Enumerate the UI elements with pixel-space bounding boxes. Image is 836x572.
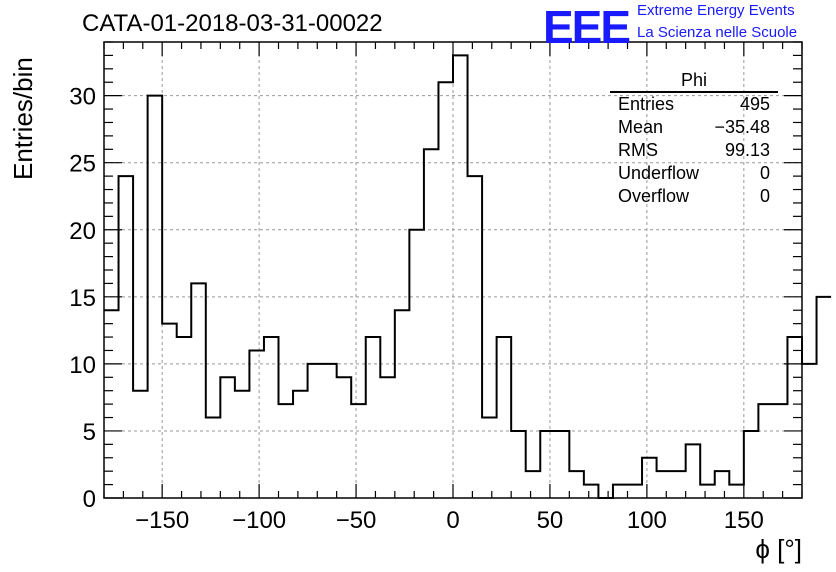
x-tick-label: 100 — [627, 507, 667, 534]
x-axis-label: ϕ [°] — [755, 534, 802, 564]
stats-title: Phi — [610, 70, 778, 93]
stats-row: RMS 99.13 — [610, 139, 778, 162]
stats-value: 495 — [739, 94, 770, 114]
stats-label: RMS — [618, 140, 658, 160]
x-tick-label: 50 — [537, 507, 564, 534]
x-tick-labels: −150 −100 −50 0 50 100 150 — [135, 507, 764, 534]
logo-caption-line-1: Extreme Energy Events — [637, 2, 795, 19]
stats-row: Underflow 0 — [610, 162, 778, 185]
y-tick-label: 20 — [69, 218, 96, 245]
logo-caption-line-2: La Scienza nelle Scuole — [637, 24, 798, 41]
stats-value: 0 — [759, 186, 770, 206]
y-tick-labels: 0 5 10 15 20 25 30 — [69, 84, 96, 513]
x-tick-label: 0 — [446, 507, 459, 534]
eee-logo: EEE — [543, 1, 631, 53]
y-tick-label: 25 — [69, 151, 96, 178]
y-tick-label: 5 — [83, 419, 96, 446]
x-tick-label: −50 — [336, 507, 377, 534]
axis-ticks — [103, 41, 803, 499]
x-tick-label: −100 — [232, 507, 286, 534]
x-tick-label: 150 — [724, 507, 764, 534]
y-tick-label: 30 — [69, 84, 96, 111]
stats-row: Entries 495 — [610, 93, 778, 116]
x-tick-label: −150 — [135, 507, 189, 534]
y-tick-label: 0 — [83, 486, 96, 513]
stats-value: −35.48 — [714, 117, 770, 137]
stats-value: 0 — [759, 163, 770, 183]
stats-box: Phi Entries 495 Mean −35.48 RMS 99.13 Under… — [610, 70, 778, 208]
stats-label: Entries — [618, 94, 675, 114]
stats-row: Overflow 0 — [610, 185, 778, 208]
y-tick-label: 15 — [69, 285, 96, 312]
grid-lines — [104, 42, 802, 498]
stats-label: Overflow — [618, 186, 690, 206]
stats-value: 99.13 — [724, 140, 770, 160]
stats-label: Mean — [618, 117, 664, 137]
y-tick-label: 10 — [69, 352, 96, 379]
chart-title: CATA-01-2018-03-31-00022 — [82, 10, 383, 37]
y-axis-label: Entries/bin — [8, 57, 38, 180]
stats-label: Underflow — [618, 163, 700, 183]
stats-row: Mean −35.48 — [610, 116, 778, 139]
